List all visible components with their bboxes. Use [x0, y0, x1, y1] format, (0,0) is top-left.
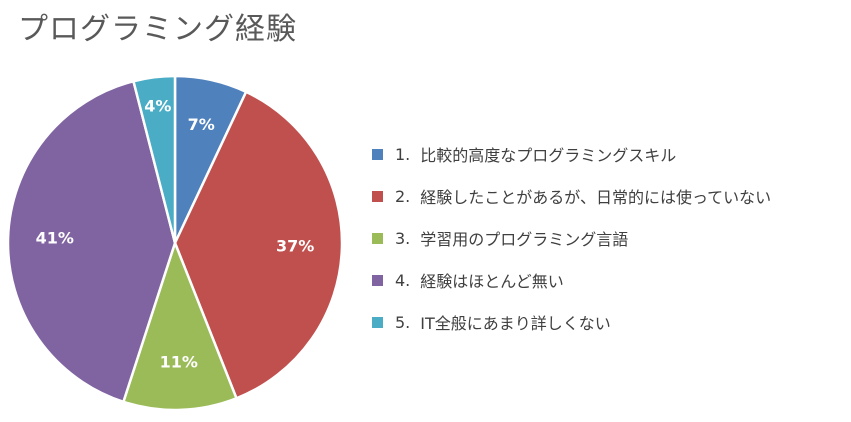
legend-label: 経験したことがあるが、日常的には使っていない	[420, 188, 772, 207]
legend-number: 4.	[395, 270, 411, 290]
legend-number: 3.	[395, 228, 411, 248]
legend: 1. 比較的高度なプログラミングスキル 2. 経験したことがあるが、日常的には使ってい…	[372, 133, 771, 343]
legend-label: 比較的高度なプログラミングスキル	[420, 146, 677, 165]
pie-slice-3	[122, 241, 238, 412]
slice-label-1: 7%	[188, 115, 215, 134]
slice-label-2: 37%	[276, 236, 314, 255]
legend-item-1: 1. 比較的高度なプログラミングスキル	[372, 133, 771, 175]
slice-label-3: 11%	[160, 353, 198, 372]
legend-swatch	[372, 148, 383, 160]
legend-item-3: 3. 学習用のプログラミング言語	[372, 217, 771, 259]
legend-swatch	[372, 274, 383, 286]
legend-swatch	[372, 190, 383, 202]
legend-label: IT全般にあまり詳しくない	[420, 314, 611, 333]
legend-number: 1.	[395, 144, 411, 164]
legend-label: 学習用のプログラミング言語	[420, 230, 629, 249]
legend-item-5: 5. IT全般にあまり詳しくない	[372, 301, 771, 343]
legend-swatch	[372, 232, 383, 244]
legend-item-4: 4. 経験はほとんど無い	[372, 259, 771, 301]
pie-chart: 7% 37% 11% 41% 4%	[6, 74, 344, 412]
legend-item-2: 2. 経験したことがあるが、日常的には使っていない	[372, 175, 771, 217]
chart-title: プログラミング経験	[18, 12, 297, 47]
legend-label: 経験はほとんど無い	[420, 272, 564, 291]
legend-swatch	[372, 316, 383, 328]
slice-label-4: 41%	[36, 229, 74, 248]
legend-number: 5.	[395, 312, 411, 332]
pie-slice-4	[6, 79, 177, 404]
slice-label-5: 4%	[144, 97, 171, 116]
legend-number: 2.	[395, 186, 411, 206]
pie-slice-2	[173, 90, 344, 400]
pie-slice-5	[132, 74, 177, 245]
